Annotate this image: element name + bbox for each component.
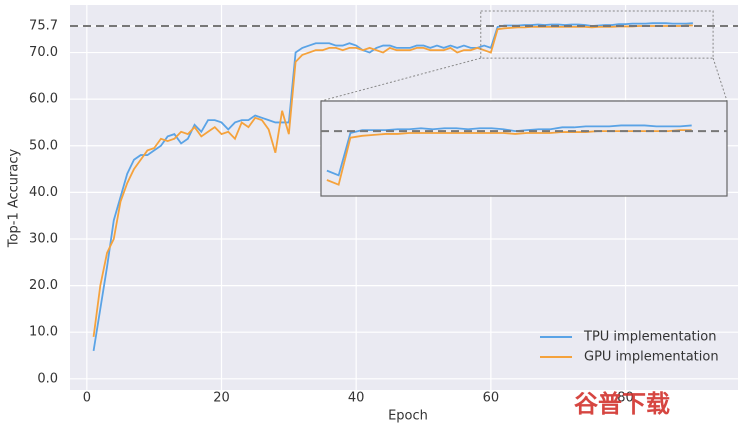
legend-label: TPU implementation xyxy=(583,330,716,345)
y-tick-label: 75.7 xyxy=(29,18,58,33)
legend-label: GPU implementation xyxy=(584,350,719,365)
watermark: 谷普下载 xyxy=(574,390,670,418)
inset-area xyxy=(320,100,728,197)
series-line xyxy=(326,129,692,186)
y-tick-label: 0.0 xyxy=(37,371,58,386)
y-tick-label: 20.0 xyxy=(29,278,58,293)
y-tick-label: 40.0 xyxy=(29,185,58,200)
x-tick-label: 0 xyxy=(83,391,91,406)
x-tick-label: 20 xyxy=(213,391,230,406)
zoom-connector xyxy=(712,57,728,102)
zoom-box xyxy=(480,10,714,59)
y-tick-label: 50.0 xyxy=(29,138,58,153)
x-tick-label: 40 xyxy=(348,391,365,406)
zoom-connector xyxy=(320,57,481,102)
x-tick-label: 80 xyxy=(617,391,634,406)
y-axis-label: Top-1 Accuracy xyxy=(7,149,22,249)
y-tick-label: 10.0 xyxy=(29,325,58,340)
x-tick-label: 60 xyxy=(483,391,500,406)
y-tick-label: 70.0 xyxy=(29,45,58,60)
plot-area xyxy=(70,5,738,390)
series-line xyxy=(92,24,693,337)
y-tick-label: 60.0 xyxy=(29,92,58,107)
x-axis-label: Epoch xyxy=(388,409,428,424)
y-tick-label: 30.0 xyxy=(29,231,58,246)
